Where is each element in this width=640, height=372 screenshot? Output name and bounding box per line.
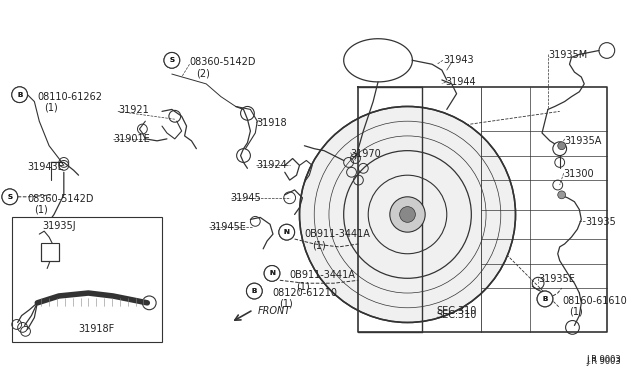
Text: 08110-61262: 08110-61262 [37, 92, 102, 102]
Text: (1): (1) [279, 299, 292, 309]
Text: 31918: 31918 [256, 118, 287, 128]
Text: B: B [542, 296, 548, 302]
Text: N: N [284, 229, 290, 235]
Circle shape [12, 87, 28, 103]
Circle shape [300, 106, 515, 323]
Circle shape [2, 189, 18, 205]
Circle shape [264, 266, 280, 281]
Circle shape [164, 52, 180, 68]
Text: SEC.310: SEC.310 [436, 306, 476, 316]
Text: 31935J: 31935J [42, 221, 76, 231]
Text: (1): (1) [312, 240, 326, 250]
Text: 0B911-3441A: 0B911-3441A [290, 270, 356, 280]
Text: S: S [7, 194, 12, 200]
Text: 08160-61610: 08160-61610 [563, 296, 627, 306]
Text: J.R 9003: J.R 9003 [586, 357, 621, 366]
Bar [41, 243, 59, 261]
Circle shape [537, 291, 553, 307]
Text: 31943E: 31943E [28, 163, 64, 173]
Text: S: S [170, 57, 174, 63]
Text: 31970: 31970 [351, 149, 381, 159]
Text: 31935A: 31935A [564, 136, 602, 146]
Circle shape [553, 142, 566, 155]
Circle shape [264, 266, 280, 281]
Text: (1): (1) [570, 307, 583, 317]
Text: N: N [284, 229, 290, 235]
Text: S: S [170, 57, 174, 63]
Text: 31945: 31945 [231, 193, 262, 203]
Text: B: B [17, 92, 22, 98]
Text: 31944: 31944 [446, 77, 476, 87]
Text: 31935: 31935 [585, 217, 616, 227]
Circle shape [557, 191, 566, 199]
Circle shape [164, 52, 180, 68]
Text: 0B911-3441A: 0B911-3441A [305, 229, 371, 239]
Text: 08360-5142D: 08360-5142D [189, 57, 256, 67]
Circle shape [279, 224, 294, 240]
Text: B: B [17, 92, 22, 98]
Circle shape [279, 224, 294, 240]
Text: N: N [269, 270, 275, 276]
Text: 31935E: 31935E [538, 275, 575, 284]
Text: 31921: 31921 [118, 106, 148, 115]
Circle shape [390, 197, 425, 232]
Text: 31901E: 31901E [113, 134, 150, 144]
Text: 31935M: 31935M [548, 51, 587, 61]
Text: B: B [252, 288, 257, 294]
Text: 31918F: 31918F [79, 324, 115, 334]
Text: B: B [252, 288, 257, 294]
Circle shape [12, 87, 28, 103]
Circle shape [2, 189, 18, 205]
Text: (1): (1) [44, 103, 58, 113]
Text: 31300: 31300 [564, 169, 595, 179]
Text: S: S [7, 194, 12, 200]
Circle shape [399, 206, 415, 222]
Circle shape [557, 142, 566, 150]
Text: 08120-61210: 08120-61210 [272, 288, 337, 298]
Text: (1): (1) [296, 281, 310, 291]
Text: 08360-5142D: 08360-5142D [28, 194, 94, 204]
Text: J.R 9003: J.R 9003 [586, 355, 621, 364]
Text: (1): (1) [35, 205, 48, 215]
Text: N: N [269, 270, 275, 276]
Text: 31945E: 31945E [209, 222, 246, 232]
Text: (2): (2) [196, 68, 211, 78]
Circle shape [246, 283, 262, 299]
Text: 31924: 31924 [256, 160, 287, 170]
Text: 31943: 31943 [443, 55, 474, 65]
Bar [12, 217, 162, 342]
Text: B: B [542, 296, 548, 302]
Circle shape [537, 291, 553, 307]
Circle shape [246, 283, 262, 299]
Text: FRONT: FRONT [257, 306, 291, 316]
Text: SEC.310: SEC.310 [436, 310, 476, 320]
